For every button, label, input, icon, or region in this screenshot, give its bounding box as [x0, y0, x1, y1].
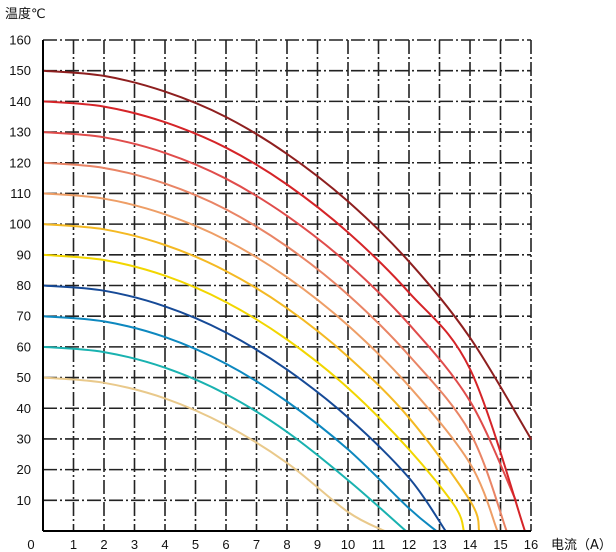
- y-tick-label: 20: [17, 462, 31, 477]
- x-tick-label: 2: [100, 537, 107, 552]
- y-tick-label: 30: [17, 431, 31, 446]
- tick-labels: 0 1 2 3 4 5 6 7 8 9 10 11 12 13 14 15 161020304050607080…: [9, 33, 538, 552]
- x-tick-label: 12: [402, 537, 416, 552]
- series-line-10: [42, 100, 526, 532]
- x-tick-label: 9: [314, 537, 321, 552]
- series-line-3: [42, 315, 438, 532]
- y-tick-label: 130: [9, 125, 31, 140]
- x-tick-label: 10: [341, 537, 355, 552]
- series-lines: [42, 69, 532, 532]
- x-tick-label: 8: [283, 537, 290, 552]
- x-tick-label: 3: [131, 537, 138, 552]
- y-tick-label: 60: [17, 339, 31, 354]
- x-tick-label: 7: [253, 537, 260, 552]
- y-tick-label: 50: [17, 370, 31, 385]
- x-tick-label: 6: [222, 537, 229, 552]
- axes: [42, 40, 531, 532]
- series-line-1: [42, 376, 386, 532]
- y-tick-label: 100: [9, 217, 31, 232]
- x-tick-label: 11: [372, 537, 386, 552]
- series-line-2: [42, 345, 407, 532]
- series-line-6: [42, 223, 481, 532]
- grid: [43, 39, 532, 531]
- x-tick-label: 16: [524, 537, 538, 552]
- x-axis-title: 电流（A）: [551, 538, 612, 552]
- y-tick-label: 70: [17, 309, 31, 324]
- y-tick-label: 80: [17, 278, 31, 293]
- y-tick-label: 160: [9, 33, 31, 48]
- y-tick-label: 140: [9, 94, 31, 109]
- x-tick-label: 14: [463, 537, 477, 552]
- series-line-5: [42, 253, 465, 532]
- x-tick-label: 15: [493, 537, 507, 552]
- series-line-8: [42, 161, 508, 532]
- x-tick-label: 13: [432, 537, 446, 552]
- series-line-9: [42, 131, 517, 502]
- y-tick-label: 120: [9, 155, 31, 170]
- y-tick-label: 40: [17, 401, 31, 416]
- y-tick-label: 110: [10, 186, 31, 201]
- x-tick-label: 1: [70, 537, 77, 552]
- series-line-4: [42, 284, 447, 532]
- y-axis-title: 温度℃: [5, 6, 46, 22]
- x-tick-label: 4: [161, 537, 168, 552]
- series-line-11: [42, 69, 532, 440]
- y-tick-label: 10: [17, 493, 31, 508]
- series-line-7: [42, 192, 499, 532]
- x-tick-label: 0: [27, 537, 34, 552]
- y-tick-label: 90: [17, 247, 31, 262]
- y-tick-label: 150: [9, 63, 31, 78]
- x-tick-label: 5: [192, 537, 199, 552]
